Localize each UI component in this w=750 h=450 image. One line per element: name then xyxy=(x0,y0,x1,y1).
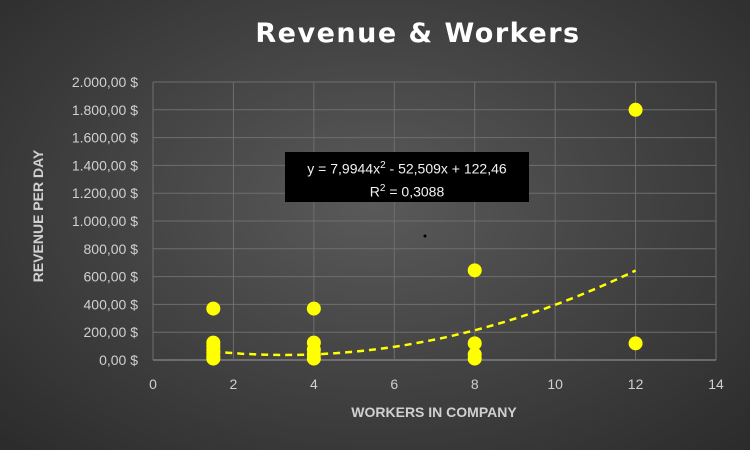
y-tick-label: 1.400,00 $ xyxy=(72,157,138,173)
y-tick-label: 1.200,00 $ xyxy=(72,185,138,201)
y-tick-label: 200,00 $ xyxy=(84,324,139,340)
data-point xyxy=(467,351,482,366)
trendline xyxy=(213,269,637,357)
data-point xyxy=(306,351,321,366)
x-tick-label: 0 xyxy=(149,376,157,392)
y-tick-labels: 0,00 $ 200,00 $ 400,00 $ 600,00 $ 800,00 $ 1.… xyxy=(72,74,138,368)
y-axis-label: REVENUE PER DAY xyxy=(30,149,46,282)
trendline-equation-box: y = 7,9944x2 - 52,509x + 122,46 R2 = 0,3… xyxy=(285,152,529,202)
x-tick-label: 2 xyxy=(230,376,238,392)
stray-mark xyxy=(423,234,427,238)
x-tick-label: 8 xyxy=(471,376,479,392)
y-tick-label: 800,00 $ xyxy=(84,241,139,257)
x-tick-label: 10 xyxy=(547,376,563,392)
x-tick-label: 4 xyxy=(310,376,318,392)
y-tick-label: 0,00 $ xyxy=(99,352,138,368)
x-tick-label: 6 xyxy=(390,376,398,392)
y-tick-label: 400,00 $ xyxy=(84,296,139,312)
x-tick-label: 12 xyxy=(628,376,644,392)
data-point xyxy=(206,301,221,316)
trendline-equation: y = 7,9944x2 - 52,509x + 122,46 xyxy=(307,160,507,177)
y-tick-label: 2.000,00 $ xyxy=(72,74,138,90)
gridlines xyxy=(152,81,717,361)
data-point xyxy=(206,351,221,366)
y-tick-label: 600,00 $ xyxy=(84,269,139,285)
r-squared-value: R2 = 0,3088 xyxy=(369,182,445,200)
chart-title: Revenue & Workers xyxy=(255,18,581,49)
data-point xyxy=(306,301,321,316)
x-tick-label: 14 xyxy=(708,376,724,392)
y-tick-label: 1.600,00 $ xyxy=(72,130,138,146)
data-points xyxy=(206,102,643,366)
x-tick-labels: 0 2 4 6 8 10 12 14 xyxy=(149,376,724,392)
data-point xyxy=(628,102,643,117)
y-tick-label: 1.000,00 $ xyxy=(72,213,138,229)
data-point xyxy=(467,263,482,278)
data-point xyxy=(467,336,482,351)
data-point xyxy=(628,336,643,351)
x-axis-label: WORKERS IN COMPANY xyxy=(351,404,517,420)
y-tick-label: 1.800,00 $ xyxy=(72,102,138,118)
